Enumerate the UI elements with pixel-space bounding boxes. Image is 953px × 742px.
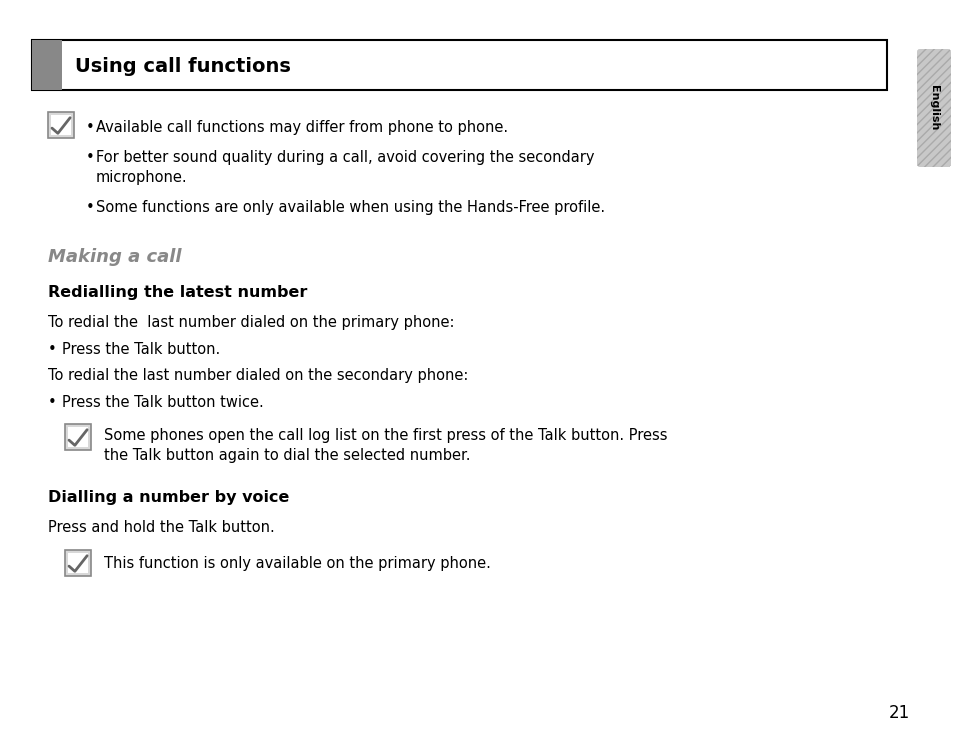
Text: This function is only available on the primary phone.: This function is only available on the p… <box>104 556 491 571</box>
Text: Dialling a number by voice: Dialling a number by voice <box>48 490 289 505</box>
Text: •: • <box>86 120 94 135</box>
Text: Press and hold the Talk button.: Press and hold the Talk button. <box>48 520 274 535</box>
Text: To redial the  last number dialed on the primary phone:: To redial the last number dialed on the … <box>48 315 454 330</box>
Text: English: English <box>928 85 938 131</box>
Text: Redialling the latest number: Redialling the latest number <box>48 285 307 300</box>
Text: microphone.: microphone. <box>96 170 188 185</box>
Text: Some functions are only available when using the Hands-Free profile.: Some functions are only available when u… <box>96 200 604 215</box>
Bar <box>32 40 62 90</box>
Text: Making a call: Making a call <box>48 248 181 266</box>
Text: Press the Talk button twice.: Press the Talk button twice. <box>62 395 263 410</box>
Bar <box>48 112 74 138</box>
Text: the Talk button again to dial the selected number.: the Talk button again to dial the select… <box>104 448 470 463</box>
Text: Using call functions: Using call functions <box>75 57 291 76</box>
Bar <box>32 40 886 90</box>
Text: 21: 21 <box>888 704 909 722</box>
Text: For better sound quality during a call, avoid covering the secondary: For better sound quality during a call, … <box>96 150 594 165</box>
Text: •: • <box>86 150 94 165</box>
Text: Available call functions may differ from phone to phone.: Available call functions may differ from… <box>96 120 508 135</box>
Text: Press the Talk button.: Press the Talk button. <box>62 342 220 357</box>
Text: •: • <box>48 342 56 357</box>
FancyBboxPatch shape <box>916 49 950 167</box>
Bar <box>68 427 88 447</box>
Text: •: • <box>86 200 94 215</box>
Text: •: • <box>48 395 56 410</box>
Bar <box>65 424 91 450</box>
Text: To redial the last number dialed on the secondary phone:: To redial the last number dialed on the … <box>48 368 468 383</box>
Bar <box>51 115 71 135</box>
Bar <box>65 550 91 576</box>
Bar <box>68 553 88 573</box>
Text: Some phones open the call log list on the first press of the Talk button. Press: Some phones open the call log list on th… <box>104 428 667 443</box>
